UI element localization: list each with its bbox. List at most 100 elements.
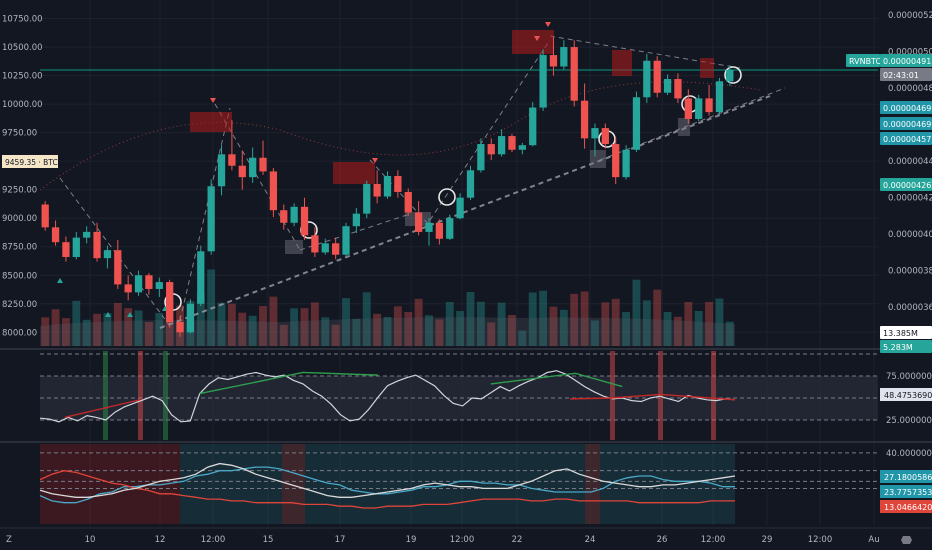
candle-body[interactable] [414,212,423,232]
candle-body[interactable] [290,206,298,223]
candle-body[interactable] [487,144,495,155]
candle-body[interactable] [591,128,599,139]
settings-gear-icon[interactable] [901,536,912,544]
candle-body[interactable] [549,55,558,67]
candle-body[interactable] [249,157,257,178]
candle-body[interactable] [300,206,309,236]
candle-body[interactable] [560,47,568,67]
trend-zone [282,444,305,524]
rsi-value: 48.47536903 [884,391,932,400]
candle-body[interactable] [269,171,278,211]
candlestick-series[interactable] [41,36,734,337]
level-badge-box [880,132,932,145]
volume-bar [393,306,402,346]
candle-body[interactable] [425,222,433,232]
candle-body[interactable] [41,204,49,228]
candle-body[interactable] [612,144,620,178]
candle-body[interactable] [186,303,195,333]
dmi-minus-line[interactable] [39,470,735,509]
dmi-plus-line[interactable] [39,466,735,504]
candle-body[interactable] [684,98,692,119]
candle-body[interactable] [217,154,226,187]
candle-body[interactable] [404,191,412,213]
candle-body[interactable] [695,98,703,119]
sell-marker [534,36,540,41]
cursor-label: 9459.35 · BTCUSDT [5,158,79,167]
candle-body[interactable] [93,231,101,259]
adx-line[interactable] [39,462,736,498]
candle-body[interactable] [456,197,464,219]
candle-body[interactable] [580,100,589,139]
buy-marker [57,278,63,283]
candle-body[interactable] [332,243,340,255]
candle-body[interactable] [114,250,122,285]
candle-body[interactable] [207,186,215,252]
candle-body[interactable] [622,149,630,178]
candle-body[interactable] [726,69,734,82]
candle-body[interactable] [72,237,80,258]
candle-body[interactable] [632,97,641,150]
divergence-bar [658,351,663,440]
rsi-trend-segment [199,371,379,395]
candle-body[interactable] [166,282,174,323]
candle-body[interactable] [280,210,288,223]
candle-body[interactable] [477,144,485,171]
candle-body[interactable] [51,227,60,243]
candle-body[interactable] [62,242,70,258]
candle-body[interactable] [653,60,661,93]
candle-body[interactable] [518,145,526,150]
candle-body[interactable] [103,250,112,259]
candle-body[interactable] [311,235,319,253]
candle-body[interactable] [342,226,350,255]
candle-body[interactable] [352,213,361,227]
candle-body[interactable] [155,282,163,289]
candle-body[interactable] [497,136,506,155]
candle-body[interactable] [435,222,443,239]
candle-body[interactable] [674,79,682,99]
candle-body[interactable] [124,284,132,293]
candle-body[interactable] [394,176,402,192]
candle-body[interactable] [363,183,371,214]
volume-bar [611,298,620,346]
candle-body[interactable] [643,60,651,98]
buy-marker [127,312,133,317]
volume-bar [414,298,423,346]
time-axis-tick: 22 [512,535,523,545]
candle-body[interactable] [134,275,143,293]
volume-bar [632,279,641,346]
candle-body[interactable] [321,243,329,253]
candle-body[interactable] [705,98,713,113]
candle-body[interactable] [663,79,672,93]
candle-body[interactable] [446,218,454,239]
rsi-line[interactable] [39,370,736,423]
candle-body[interactable] [466,170,475,198]
candle-body[interactable] [570,47,578,101]
dmi-value: 27.18005869 [884,473,932,482]
candle-body[interactable] [145,275,153,289]
candle-body[interactable] [383,176,392,197]
candle-body[interactable] [601,128,609,145]
candle-body[interactable] [529,107,537,146]
candle-body[interactable] [259,157,267,172]
rsi-pane[interactable] [39,351,878,440]
time-axis-tick: 12:00 [701,535,726,545]
candle-body[interactable] [176,322,184,333]
trend-zone [585,444,600,524]
candle-body[interactable] [83,231,91,238]
dmi-pane[interactable] [39,444,878,524]
countdown-badge: 02:43:01 [883,71,919,80]
pattern-annotations [39,22,878,329]
candle-body[interactable] [715,81,724,113]
candle-body[interactable] [238,165,246,178]
volume-bar [476,301,485,346]
candle-body[interactable] [228,154,236,166]
candle-body[interactable] [197,251,205,304]
candle-body[interactable] [508,136,516,150]
volume-bar [653,289,662,346]
left-axis-tick: 8250.00 [2,300,37,310]
candle-body[interactable] [373,183,381,197]
candle-body[interactable] [539,55,547,108]
